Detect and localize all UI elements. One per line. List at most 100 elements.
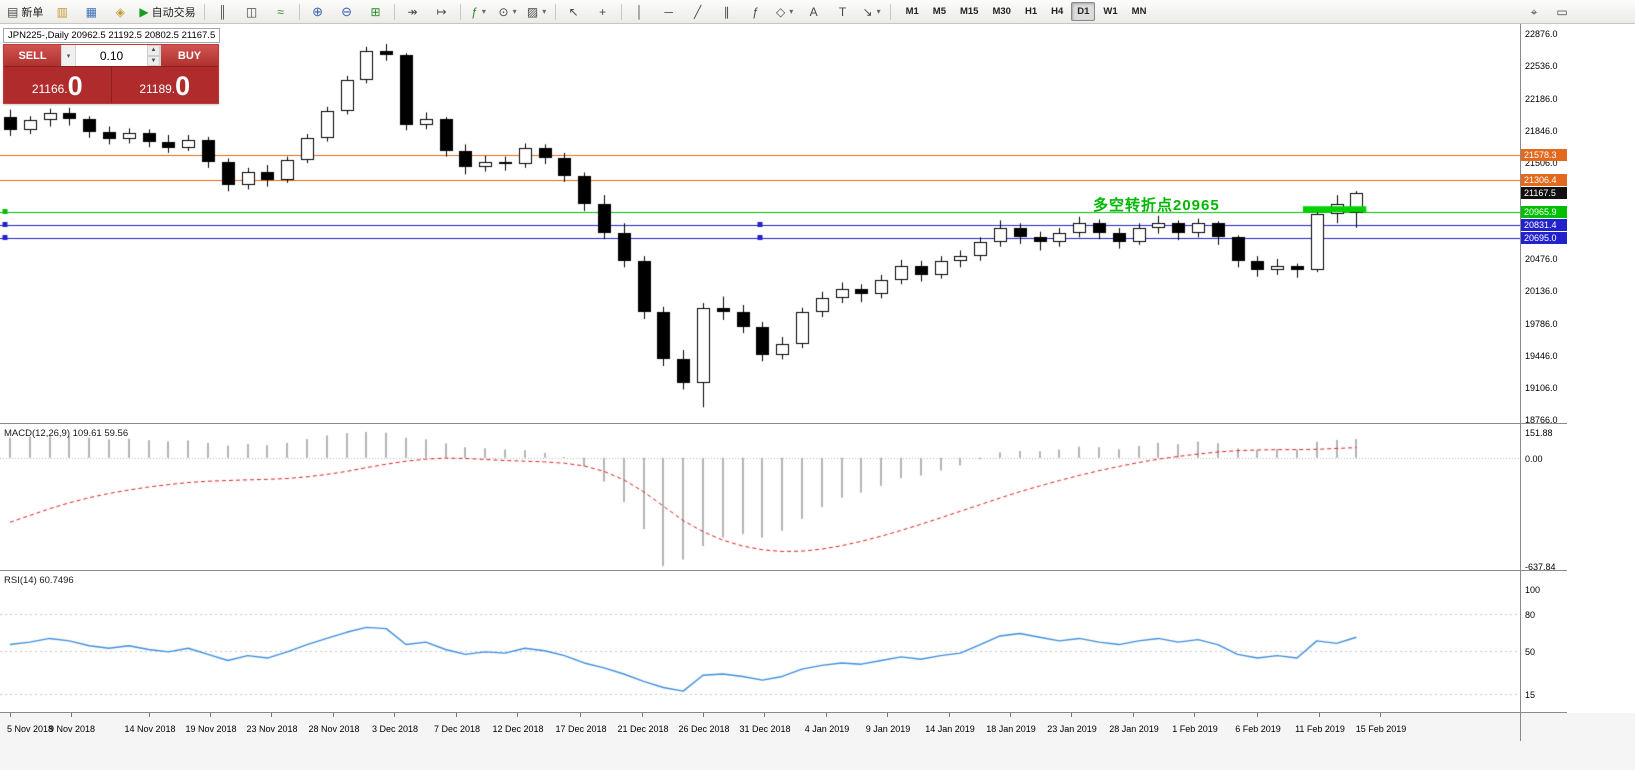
- date-tick: [580, 713, 581, 717]
- date-label: 15 Feb 2019: [1355, 724, 1407, 734]
- timeframe-m30[interactable]: M30: [992, 6, 1011, 17]
- periods-button[interactable]: ⊙ ▾: [494, 1, 522, 23]
- trade-panel-price-row: 21166. 0 21189. 0: [4, 66, 218, 103]
- fibonacci-button[interactable]: ƒ: [742, 1, 770, 23]
- volume-spinner: ▲ ▼: [147, 45, 160, 66]
- timeframe-w1[interactable]: W1: [1103, 6, 1118, 17]
- date-label: 14 Nov 2018: [124, 724, 176, 734]
- panel-separator[interactable]: [0, 570, 1567, 571]
- date-tick: [456, 713, 457, 717]
- autotrading-button[interactable]: ▶ 自动交易: [135, 1, 199, 23]
- templates-button[interactable]: ▨ ▾: [523, 1, 551, 23]
- timeframe-m15[interactable]: M15: [959, 6, 979, 17]
- date-label: 7 Dec 2018: [433, 724, 481, 734]
- date-label: 23 Jan 2019: [1047, 724, 1097, 734]
- zoom-out-button[interactable]: ⊖: [333, 1, 361, 23]
- indicators-icon: ƒ: [471, 4, 478, 19]
- text-label-button[interactable]: T: [829, 1, 857, 23]
- buy-button[interactable]: BUY: [161, 45, 218, 66]
- toolbar: ▤ 新单 ▥ ▦ ◈ ▶ 自动交易 ║ ◫ ≈ ⊕ ⊖ ⊞ ↠ ↦ ƒ ▾ ⊙ ▾ ▨ ▾ ↖ + │ ─ ╱ ∥ ƒ ◇ ▾ A T ↘ ▾ M1…: [0, 0, 1635, 24]
- chart-shift-button[interactable]: ↦: [428, 1, 456, 23]
- panel-separator[interactable]: [0, 423, 1567, 424]
- level-price-tag[interactable]: 20695.0: [1521, 231, 1567, 244]
- level-price-tag[interactable]: 20965.9: [1521, 206, 1567, 219]
- trendline-button[interactable]: ╱: [684, 1, 712, 23]
- chevron-down-icon: ▾: [512, 7, 517, 16]
- equidistant-channel-button[interactable]: ∥: [713, 1, 741, 23]
- indicators-button[interactable]: ƒ ▾: [465, 1, 493, 23]
- macd-label: MACD(12,26,9) 109.61 59.56: [4, 428, 129, 439]
- market-depth-button[interactable]: ▭: [1548, 1, 1576, 23]
- volume-down-button[interactable]: ▼: [147, 55, 160, 66]
- chart-shift-icon: ↦: [436, 4, 447, 19]
- one-click-mode-button[interactable]: ⌖: [1520, 1, 1548, 23]
- volume-dropdown-button[interactable]: ▾: [61, 45, 76, 66]
- chart-candles-button[interactable]: ◫: [238, 1, 266, 23]
- date-label: 17 Dec 2018: [555, 724, 607, 734]
- toolbar-separator: [298, 3, 300, 20]
- cursor-button[interactable]: ↖: [560, 1, 588, 23]
- price-axis-border: [1520, 24, 1521, 741]
- tile-windows-button[interactable]: ⊞: [362, 1, 390, 23]
- level-price-tag[interactable]: 21578.3: [1521, 148, 1567, 161]
- arrows-button[interactable]: ↘ ▾: [858, 1, 886, 23]
- chart-bars-button[interactable]: ║: [209, 1, 237, 23]
- zoom-in-button[interactable]: ⊕: [304, 1, 332, 23]
- horizontal-line-button[interactable]: ─: [655, 1, 683, 23]
- market-watch-button[interactable]: ▥: [48, 1, 76, 23]
- buy-price-display[interactable]: 21189. 0: [112, 67, 219, 103]
- date-axis: [0, 713, 1635, 770]
- data-window-button[interactable]: ▦: [77, 1, 105, 23]
- new-order-button[interactable]: ▤ 新单: [3, 1, 47, 23]
- chevron-down-icon: ▾: [481, 7, 486, 16]
- toolbar-separator: [459, 3, 461, 20]
- timeframe-d1[interactable]: D1: [1071, 2, 1096, 21]
- navigator-icon: ◈: [115, 4, 125, 19]
- timeframe-m5[interactable]: M5: [932, 6, 946, 17]
- tile-icon: ⊞: [370, 4, 381, 19]
- date-tick: [1133, 713, 1134, 717]
- macd-tick: -637.84: [1525, 562, 1556, 573]
- volume-input[interactable]: [76, 45, 147, 66]
- text-label-icon: T: [838, 4, 847, 19]
- auto-scroll-icon: ↠: [407, 4, 418, 19]
- price-tick: 18766.0: [1525, 414, 1558, 425]
- macd-panel-canvas[interactable]: [0, 424, 1520, 570]
- vertical-line-button[interactable]: │: [626, 1, 654, 23]
- toolbar-separator: [393, 3, 395, 20]
- date-tick: [71, 713, 72, 717]
- timeframe-m1[interactable]: M1: [905, 6, 919, 17]
- date-label: 4 Jan 2019: [804, 724, 850, 734]
- timeframe-mn[interactable]: MN: [1131, 6, 1147, 17]
- text-button[interactable]: A: [800, 1, 828, 23]
- chart-line-button[interactable]: ≈: [267, 1, 295, 23]
- timeframe-h4[interactable]: H4: [1051, 6, 1064, 17]
- timeframe-h1[interactable]: H1: [1024, 6, 1038, 17]
- rsi-panel-canvas[interactable]: [0, 571, 1520, 712]
- chevron-down-icon: ▾: [876, 7, 881, 16]
- level-price-tag[interactable]: 21306.4: [1521, 174, 1567, 187]
- panel-separator: [0, 712, 1567, 713]
- navigator-button[interactable]: ◈: [106, 1, 134, 23]
- date-label: 9 Nov 2018: [48, 724, 96, 734]
- date-label: 5 Nov 2018: [6, 724, 54, 734]
- level-price-tag[interactable]: 20831.4: [1521, 219, 1567, 231]
- timeframe-group: M1 M5 M15 M30 H1 H4 D1 W1 MN: [899, 2, 1154, 21]
- date-tick: [333, 713, 334, 717]
- rsi-tick: 80: [1525, 609, 1536, 620]
- hline-icon: ─: [664, 4, 673, 19]
- macd-tick: 151.88: [1525, 427, 1553, 438]
- ohlc-info: JPN225-,Daily 20962.5 21192.5 20802.5 21…: [3, 28, 221, 43]
- volume-up-button[interactable]: ▲: [147, 45, 160, 56]
- main-chart-canvas[interactable]: [0, 24, 1520, 423]
- sell-price-display[interactable]: 21166. 0: [4, 67, 112, 103]
- sell-button[interactable]: SELL: [4, 45, 61, 66]
- crosshair-button[interactable]: +: [589, 1, 617, 23]
- level-price-tag[interactable]: 21167.5: [1521, 187, 1567, 200]
- shapes-button[interactable]: ◇ ▾: [771, 1, 799, 23]
- auto-scroll-button[interactable]: ↠: [399, 1, 427, 23]
- channel-icon: ∥: [723, 4, 730, 19]
- market-watch-icon: ▥: [56, 4, 69, 19]
- date-tick: [949, 713, 950, 717]
